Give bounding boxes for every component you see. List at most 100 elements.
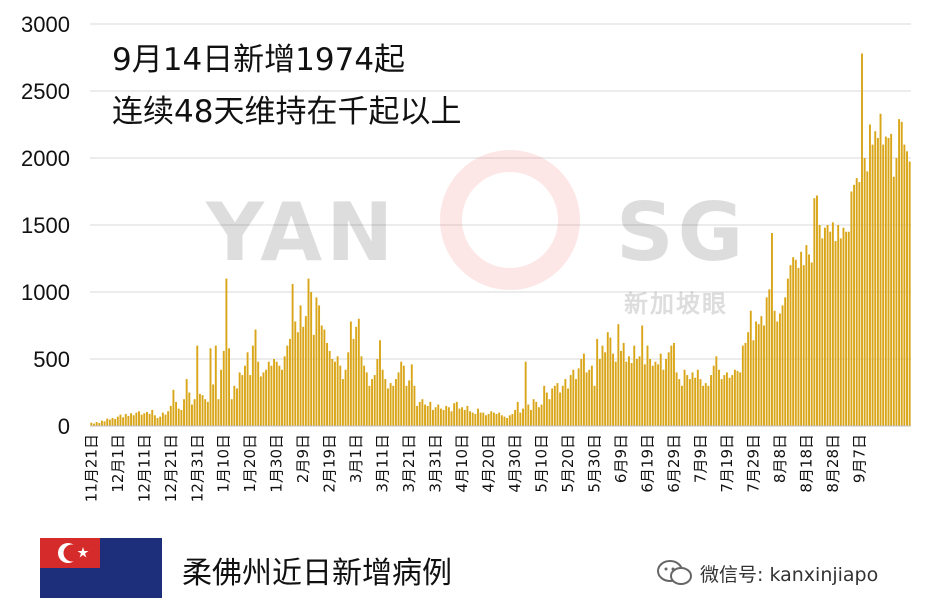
watermark-logo-icon — [440, 150, 580, 290]
bar — [839, 238, 842, 426]
bar — [823, 227, 826, 426]
bar — [201, 395, 204, 426]
x-tick-label: 7月9日 — [692, 434, 710, 483]
bar — [371, 379, 374, 426]
bar — [855, 178, 858, 426]
bar — [159, 416, 162, 426]
bar — [678, 379, 681, 426]
bar — [598, 359, 601, 426]
bar — [760, 316, 763, 426]
bar — [116, 416, 119, 426]
bar — [829, 231, 832, 426]
bar — [495, 413, 498, 426]
bar — [132, 415, 135, 426]
bar — [114, 419, 117, 426]
bar — [657, 364, 660, 426]
bar — [702, 385, 705, 426]
bar — [484, 415, 487, 426]
bar — [688, 379, 691, 426]
bar — [365, 372, 368, 426]
bar — [556, 383, 559, 426]
bar — [286, 345, 289, 426]
bar — [625, 361, 628, 426]
bar — [278, 365, 281, 426]
bar — [802, 265, 805, 426]
bar — [463, 409, 466, 426]
bar — [196, 345, 199, 426]
bar — [251, 345, 254, 426]
bar — [620, 350, 622, 426]
bar — [564, 379, 567, 426]
bar — [400, 361, 403, 426]
x-axis-ticks: 11月21日 12月1日 12月11日 12月21日 12月31日 1月10日 1月20日 1… — [82, 434, 868, 502]
y-axis-ticks: 0 500 1000 1500 2000 2500 3000 — [21, 12, 70, 439]
bar — [257, 361, 260, 426]
bar — [386, 388, 389, 426]
bar — [863, 158, 866, 426]
bar — [781, 305, 784, 426]
bar — [368, 385, 371, 426]
watermark-sub: 新加坡眼 — [624, 290, 728, 318]
bar — [638, 356, 641, 426]
bar — [122, 417, 125, 426]
bar — [352, 338, 355, 426]
bar — [522, 408, 524, 426]
bar — [135, 412, 138, 426]
x-tick-label: 12月11日 — [135, 434, 153, 502]
bar — [180, 409, 183, 426]
bar — [715, 356, 718, 426]
bar — [784, 297, 787, 426]
bar — [739, 372, 742, 426]
bar — [299, 305, 302, 426]
bar — [728, 377, 731, 426]
bar — [307, 278, 310, 426]
bar — [355, 326, 358, 426]
bar — [466, 405, 469, 426]
bar — [204, 399, 207, 426]
bar — [633, 345, 636, 426]
bar — [508, 415, 511, 426]
bar — [572, 369, 575, 426]
wechat-id: 微信号: kanxinjiapo — [700, 564, 879, 586]
bar — [773, 310, 776, 426]
bar — [93, 423, 95, 426]
bar — [813, 198, 816, 426]
bar — [397, 372, 400, 426]
bar — [323, 329, 326, 426]
x-tick-label: 3月31日 — [427, 434, 445, 493]
bar — [214, 345, 217, 426]
bar — [879, 113, 882, 426]
bar — [903, 144, 906, 426]
bar — [447, 407, 450, 426]
bar — [659, 353, 662, 426]
bar — [151, 409, 154, 426]
bar — [503, 416, 506, 426]
bar — [312, 334, 315, 426]
bar — [334, 361, 336, 426]
bar — [283, 356, 286, 426]
bar — [675, 372, 678, 426]
bar — [349, 321, 352, 426]
bar — [757, 324, 760, 426]
bar — [794, 259, 797, 426]
bar — [450, 411, 453, 426]
bar — [108, 419, 111, 426]
bar — [516, 401, 519, 426]
x-tick-label: 11月21日 — [82, 434, 100, 502]
bar — [455, 401, 458, 426]
bar — [275, 361, 278, 426]
bar — [336, 356, 339, 426]
bar — [169, 405, 172, 426]
x-tick-label: 6月19日 — [639, 434, 657, 493]
johor-flag-icon — [40, 538, 162, 598]
bar — [410, 364, 413, 426]
x-tick-label: 2月9日 — [294, 434, 312, 483]
bar — [445, 405, 448, 426]
bar — [614, 361, 617, 426]
bar — [601, 345, 604, 426]
bar — [694, 377, 697, 426]
bar — [609, 337, 612, 426]
x-tick-label: 3月11日 — [374, 434, 392, 493]
bar — [635, 359, 638, 426]
bar — [432, 409, 434, 426]
